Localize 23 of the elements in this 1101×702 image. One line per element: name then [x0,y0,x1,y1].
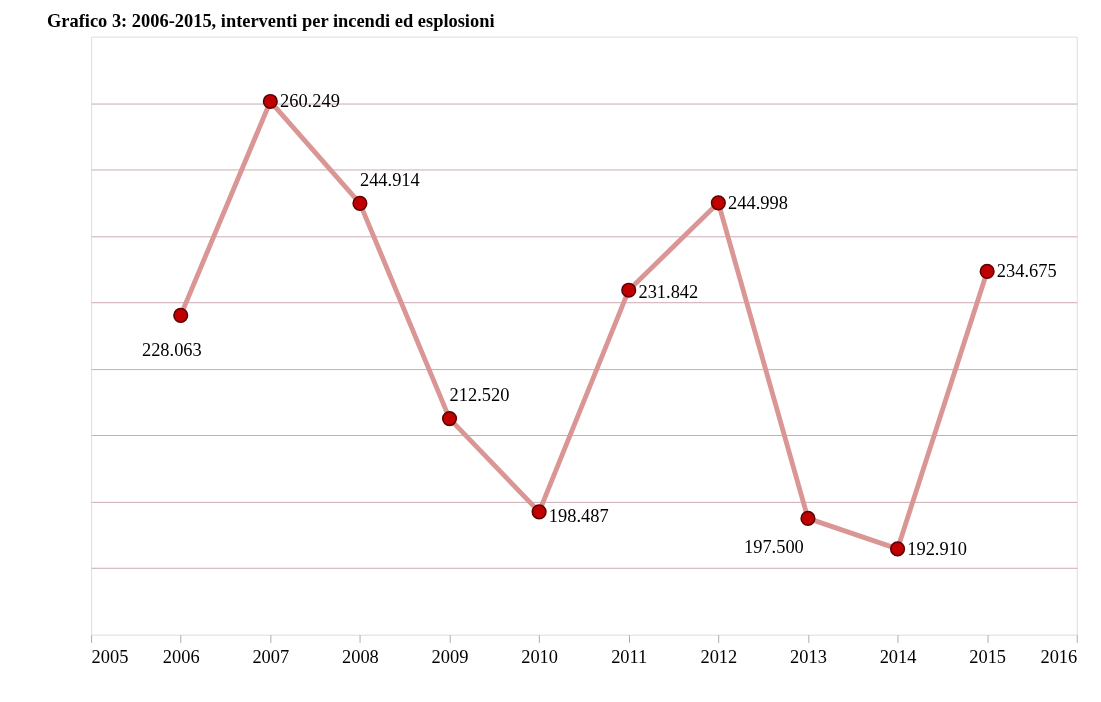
chart-title: Grafico 3: 2006-2015, interventi per incendi ed esplosioni [47,10,495,31]
x-tick-label: 2007 [252,647,290,668]
data-label: 231.842 [638,281,699,302]
x-tick-label: 2009 [431,647,469,668]
data-label: 244.914 [359,169,420,190]
x-tick-label: 2011 [611,647,648,668]
data-label: 234.675 [996,261,1057,282]
x-tick-label: 2010 [521,647,559,668]
x-tick-label: 2005 [91,647,129,668]
data-label: 228.063 [141,340,202,361]
data-label: 198.487 [548,505,609,526]
x-tick-label: 2016 [1040,647,1078,668]
data-label: 192.910 [907,538,968,559]
x-tick-label: 2014 [879,647,917,668]
data-label: 244.998 [728,192,788,213]
x-tick-label: 2008 [342,647,379,668]
x-tick-label: 2013 [790,647,827,668]
x-tick-label: 2006 [162,647,200,668]
data-label: 197.500 [743,537,804,558]
x-tick-label: 2015 [969,647,1007,668]
x-tick-label: 2012 [700,647,738,668]
data-label: 260.249 [280,91,340,112]
data-label: 212.520 [449,385,510,406]
